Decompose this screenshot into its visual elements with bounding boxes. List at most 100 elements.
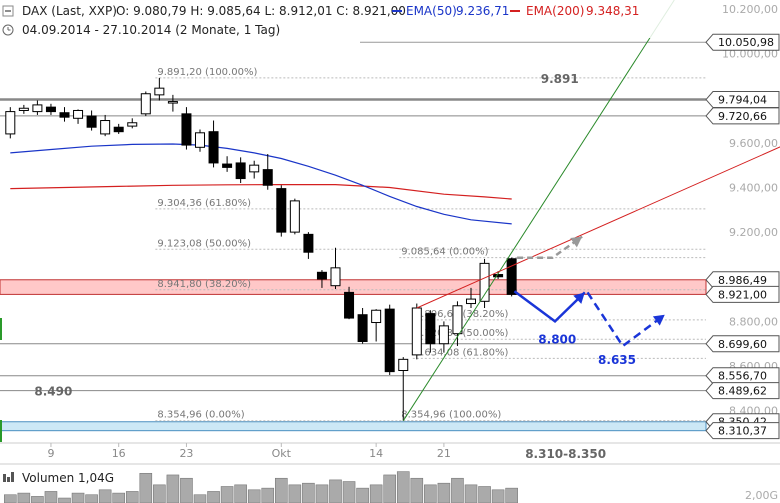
candle-up [73, 109, 84, 119]
candle-up [167, 101, 178, 104]
volume-bar [207, 491, 220, 503]
volume-bar [491, 489, 505, 503]
candle-up [479, 262, 490, 302]
trend-lines [402, 0, 780, 421]
projection-grey [517, 235, 583, 260]
candle-down [303, 233, 314, 253]
volume-icon-bar [11, 472, 14, 482]
volume-axis-label: 2,00G [745, 489, 778, 502]
annotation-support-zone: 8.310-8.350 [525, 447, 606, 461]
clock-icon [2, 24, 14, 36]
volume-bar [288, 484, 302, 503]
candle-up [195, 132, 205, 148]
price-tag-box [705, 91, 780, 109]
volume-bar [410, 477, 424, 503]
volume-bar [112, 492, 125, 503]
header-bg [0, 0, 700, 38]
ema200-legend-value: 9.348,31 [586, 4, 639, 18]
y-tick-label: 9.600,00 [729, 137, 778, 150]
candle-down [276, 188, 287, 233]
y-tick-label: 8.800,00 [729, 315, 778, 328]
annotation-support: 8.490 [34, 385, 72, 399]
volume-bar [166, 474, 180, 503]
price-tag: 8.921,00 [705, 285, 780, 303]
y-tick-label: 9.400,00 [729, 181, 778, 194]
x-tick-label: 23 [179, 447, 193, 460]
fib-label: 8.941,80 (38.20%) [157, 279, 251, 290]
volume-bar [220, 486, 234, 503]
price-tag-label: 8.986,49 [718, 274, 767, 287]
volume-bar [369, 484, 383, 503]
candle-up [32, 104, 43, 113]
candle-up [18, 107, 29, 111]
fib-label: 8.354,96 (100.00%) [401, 410, 501, 421]
fib-label: 8.354,96 (0.00%) [157, 410, 244, 421]
price-tag: 9.720,66 [705, 107, 780, 125]
volume-bar [424, 484, 437, 503]
y-tick-label: 9.200,00 [729, 226, 778, 239]
trendline-green [402, 0, 675, 421]
volume-bar [247, 489, 261, 503]
candle-up [249, 164, 260, 173]
volume-bar [505, 487, 518, 503]
volume-bar [302, 482, 315, 503]
volume-icon [3, 472, 14, 482]
volume-bar [356, 487, 369, 503]
price-tag-label: 8.489,62 [718, 385, 767, 398]
candle-down [316, 271, 327, 280]
volume-bar [44, 491, 58, 503]
left-marker [0, 420, 2, 442]
price-tag: 9.794,04 [705, 91, 780, 109]
price-tag: 8.489,62 [705, 382, 780, 400]
candle-up [154, 87, 165, 96]
candle-up [438, 325, 449, 345]
volume-bar [234, 484, 247, 503]
price-tag-label: 8.699,60 [718, 338, 767, 351]
candle-down [181, 113, 192, 146]
volume-bar [180, 477, 193, 503]
volume-bar [274, 477, 288, 503]
volume-bar [315, 484, 329, 503]
fibonacci-levels: 9.891,20 (100.00%) 9.304,36 (61.80%) 9.123… [155, 67, 706, 422]
price-tag: 8.310,37 [705, 422, 780, 440]
header-date-range: 04.09.2014 - 27.10.2014 (2 Monate, 1 Tag… [22, 23, 280, 37]
candle-down [45, 106, 56, 113]
volume-bar [342, 481, 356, 503]
x-tick-label: 21 [437, 447, 451, 460]
projection-arrow-head [652, 314, 665, 326]
candle-down [493, 274, 504, 278]
collapse-icon[interactable] [2, 5, 14, 17]
candle-down [425, 313, 436, 345]
candle-down [208, 131, 219, 164]
volume-bar [261, 487, 275, 503]
volume-bar [71, 492, 85, 503]
ema200-line [10, 184, 512, 200]
price-tag-box [705, 382, 780, 400]
x-tick-label: 9 [47, 447, 54, 460]
candle-up [289, 200, 300, 233]
candle-up [371, 309, 382, 324]
ema200-legend-label: EMA(200) [526, 4, 584, 18]
fib-label: 9.123,08 (50.00%) [157, 238, 251, 249]
volume-icon-bar [3, 474, 6, 482]
candle-up [452, 305, 463, 335]
x-tick-label: 14 [369, 447, 383, 460]
price-tag-label: 10.050,98 [718, 36, 774, 49]
volume-bar [464, 484, 478, 503]
annotation-projection-mid: 8.800 [538, 332, 576, 346]
zone-support [0, 421, 707, 432]
candle-down [384, 308, 395, 373]
volume-label: Volumen 1,04G [22, 471, 114, 485]
candle-up [100, 120, 111, 135]
volume-icon-bar [7, 477, 10, 482]
volume-bar [139, 472, 153, 503]
annotation-target: 9.891 [541, 72, 579, 86]
candle-up [330, 267, 341, 287]
annotation-projection-low: 8.635 [598, 353, 636, 367]
price-tag-label: 9.794,04 [718, 94, 767, 107]
price-zones [0, 41, 707, 432]
volume-bar [31, 496, 44, 503]
price-tag: 8.556,70 [705, 367, 780, 385]
moving-averages [10, 143, 512, 225]
